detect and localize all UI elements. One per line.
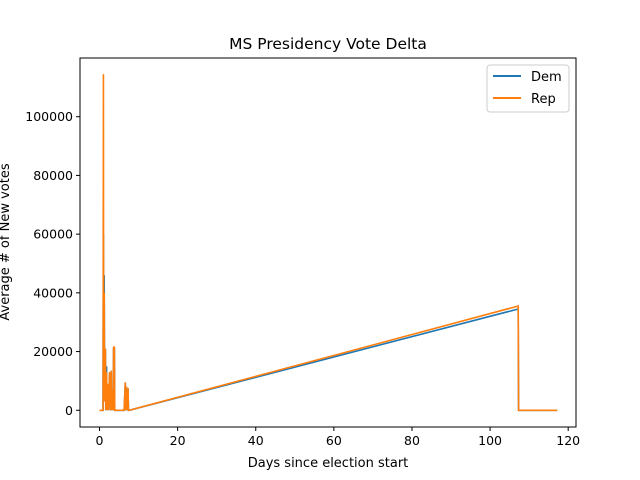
y-tick-label: 100000	[25, 109, 73, 124]
y-tick-label: 0	[65, 403, 73, 418]
x-tick-label: 20	[170, 433, 186, 448]
x-tick-label: 40	[248, 433, 264, 448]
x-tick-label: 120	[556, 433, 580, 448]
chart-title: MS Presidency Vote Delta	[229, 35, 427, 53]
x-tick-label: 100	[478, 433, 502, 448]
x-axis-ticks: 0 20 40 60 80 100 120	[96, 427, 580, 448]
x-tick-label: 0	[96, 433, 104, 448]
y-tick-label: 60000	[33, 227, 73, 242]
plot-frame	[79, 57, 577, 428]
x-tick-label: 60	[326, 433, 342, 448]
y-axis-ticks: 0 20000 40000 60000 80000 100000	[25, 109, 80, 418]
y-tick-label: 80000	[33, 168, 73, 183]
legend-label-dem: Dem	[531, 70, 562, 85]
x-axis-label: Days since election start	[248, 456, 409, 471]
y-tick-label: 40000	[33, 285, 73, 300]
series-line-rep	[99, 74, 558, 412]
legend: Dem Rep	[486, 64, 570, 113]
x-tick-label: 80	[404, 433, 420, 448]
y-tick-label: 20000	[33, 344, 73, 359]
legend-label-rep: Rep	[531, 92, 556, 107]
plot-series	[99, 74, 558, 412]
y-axis-label: Average # of New votes	[0, 163, 13, 320]
